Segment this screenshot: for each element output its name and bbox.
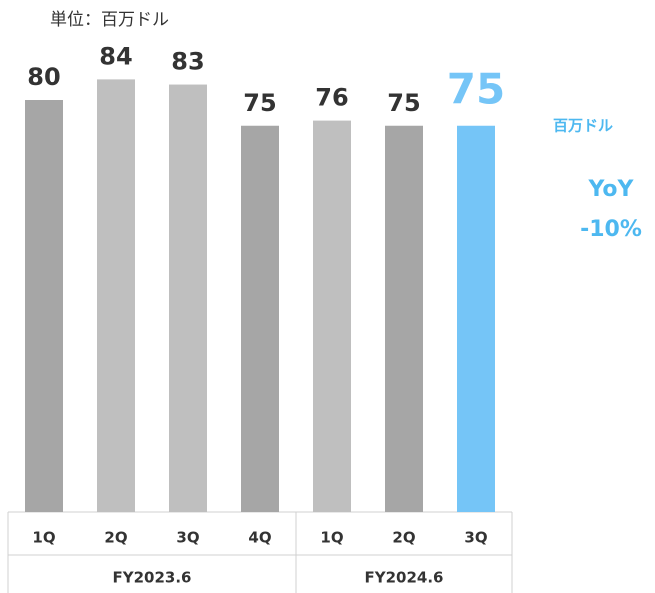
x-tick-label: 1Q: [32, 529, 55, 547]
value-label: 75: [447, 64, 505, 113]
x-tick-label: 1Q: [320, 529, 343, 547]
bar: [169, 84, 207, 513]
bar: [25, 100, 63, 512]
annotation: -10%: [580, 217, 642, 242]
value-label: 75: [243, 89, 276, 117]
x-tick-label: 3Q: [464, 529, 487, 547]
x-tick-label: 2Q: [104, 529, 127, 547]
group-label: FY2024.6: [365, 569, 444, 587]
bar: [385, 125, 423, 512]
bar: [97, 79, 135, 513]
x-tick-label: 2Q: [392, 529, 415, 547]
group-label: FY2023.6: [113, 569, 192, 587]
x-tick-label: 4Q: [248, 529, 271, 547]
bar: [241, 125, 279, 512]
bar: [457, 125, 495, 512]
x-tick-label: 3Q: [176, 529, 199, 547]
annotation: 百万ドル: [553, 117, 613, 135]
value-label: 84: [99, 42, 132, 70]
value-label: 83: [171, 48, 204, 76]
bar: [313, 120, 351, 512]
value-label: 80: [27, 63, 60, 91]
value-label: 76: [315, 84, 348, 112]
unit-label: 単位：百万ドル: [50, 10, 169, 30]
annotation: YoY: [588, 177, 635, 202]
value-label: 75: [387, 89, 420, 117]
